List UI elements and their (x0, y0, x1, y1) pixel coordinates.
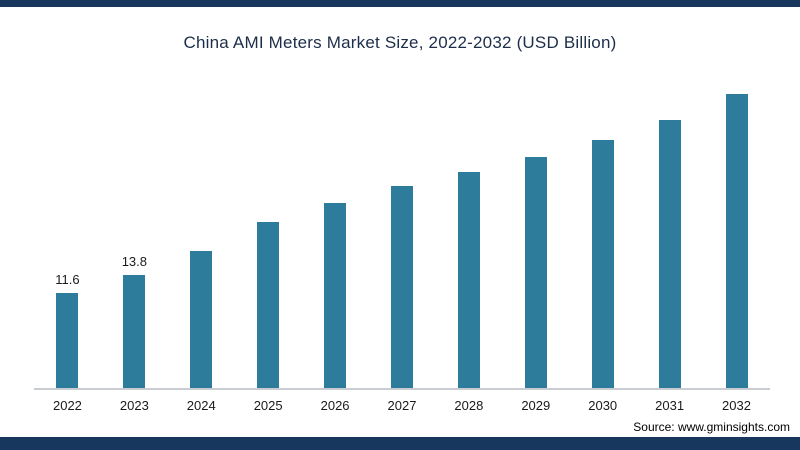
bar (56, 292, 79, 388)
x-axis-tick-label: 2022 (52, 398, 82, 413)
x-axis-labels: 2022 2023 2024 2025 2026 2027 2028 2029 2030 2031… (34, 398, 770, 413)
bar (123, 274, 146, 388)
top-border (0, 0, 800, 7)
x-axis-tick-label: 2026 (320, 398, 350, 413)
chart-title: China AMI Meters Market Size, 2022-2032 … (183, 33, 617, 52)
bar (190, 251, 213, 388)
bar (725, 94, 748, 388)
bar (524, 156, 547, 388)
bar-column (235, 60, 302, 388)
x-axis-tick-label: 2031 (655, 398, 685, 413)
bar-column: 11.6 (34, 60, 101, 388)
bars: 11.6 13.8 (34, 60, 770, 390)
x-axis-tick-label: 2023 (119, 398, 149, 413)
bottom-border (0, 437, 800, 450)
bar-column (569, 60, 636, 388)
bar (324, 202, 347, 388)
x-axis-tick-label: 2024 (186, 398, 216, 413)
bar (591, 140, 614, 388)
plot-area: 11.6 13.8 (34, 60, 770, 390)
bar-column (302, 60, 369, 388)
bar (390, 186, 413, 388)
x-axis-tick-label: 2028 (454, 398, 484, 413)
bar (658, 119, 681, 388)
bar-column (435, 60, 502, 388)
bar-column (369, 60, 436, 388)
source-attribution: Source: www.gminsights.com (633, 420, 790, 434)
x-axis-tick-label: 2025 (253, 398, 283, 413)
x-axis-tick-label: 2032 (722, 398, 751, 413)
bar-column (636, 60, 703, 388)
bar (457, 172, 480, 388)
x-axis-tick-label: 2027 (387, 398, 417, 413)
bar-column: 13.8 (101, 60, 168, 388)
bar-value-label: 11.6 (55, 271, 80, 287)
x-axis-tick-label: 2029 (521, 398, 551, 413)
bar-column (703, 60, 770, 388)
bar-value-label: 13.8 (121, 253, 148, 269)
bar (257, 221, 280, 388)
bar-column (502, 60, 569, 388)
bar-column (168, 60, 235, 388)
x-axis-tick-label: 2030 (588, 398, 618, 413)
